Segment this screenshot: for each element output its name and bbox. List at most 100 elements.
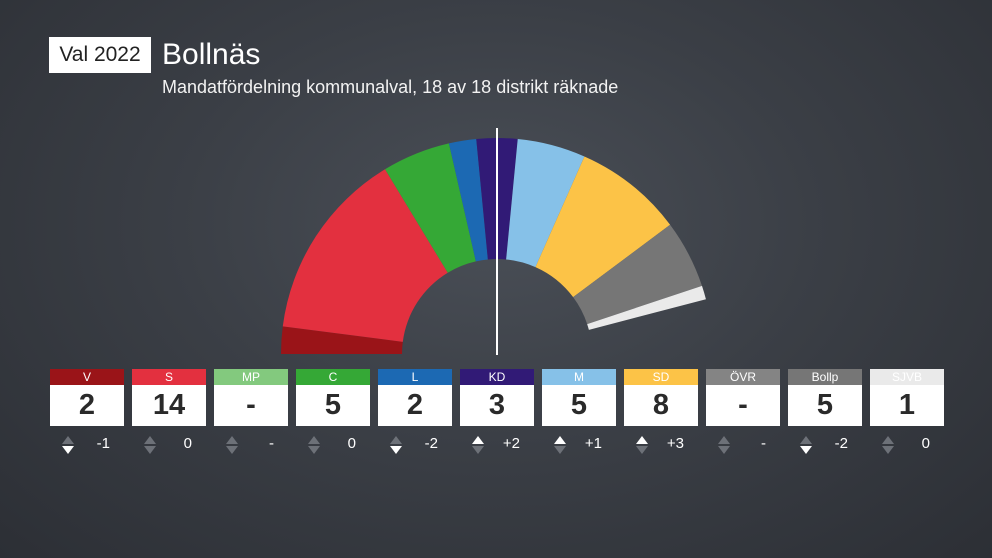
change-arrows-icon [62, 436, 74, 454]
party-change: -2 [788, 432, 862, 456]
party-change: +1 [542, 432, 616, 456]
arrow-down-icon [390, 446, 402, 454]
change-value: +3 [666, 435, 684, 452]
page-title: Bollnäs [162, 38, 261, 71]
change-arrows-icon [718, 436, 730, 454]
change-arrows-icon [144, 436, 156, 454]
arrow-up-icon [144, 436, 156, 444]
change-arrows-icon [308, 436, 320, 454]
change-value: 0 [921, 435, 930, 452]
seat-segment [385, 143, 476, 273]
party-label: SJVB [870, 369, 944, 385]
seat-segment [587, 285, 706, 330]
change-arrows-icon [554, 436, 566, 454]
change-arrows-icon [636, 436, 648, 454]
arrow-up-icon [718, 436, 730, 444]
party-seats: 8 [624, 385, 698, 426]
arrow-up-icon [882, 436, 894, 444]
party-label: MP [214, 369, 288, 385]
arrow-up-icon [226, 436, 238, 444]
party-label: SD [624, 369, 698, 385]
change-value: - [269, 435, 274, 452]
party-label: M [542, 369, 616, 385]
party-seats: 1 [870, 385, 944, 426]
party-result: V 2 -1 [50, 369, 124, 456]
party-results: V 2 -1 S 14 0 MP - - C 5 0 L 2 -2 KD 3 +2 M 5 +1 SD 8 +3 ÖVR - - Bo… [50, 369, 950, 459]
party-seats: 3 [460, 385, 534, 426]
change-value: +1 [584, 435, 602, 452]
party-result: ÖVR - - [706, 369, 780, 456]
party-result: L 2 -2 [378, 369, 452, 456]
party-seats: 14 [132, 385, 206, 426]
party-change: - [214, 432, 288, 456]
party-seats: - [706, 385, 780, 426]
change-value: 0 [183, 435, 192, 452]
arrow-up-icon [554, 436, 566, 444]
party-label: Bollp [788, 369, 862, 385]
party-change: 0 [132, 432, 206, 456]
party-result: SD 8 +3 [624, 369, 698, 456]
arrow-up-icon [390, 436, 402, 444]
arrow-down-icon [636, 446, 648, 454]
arrow-up-icon [62, 436, 74, 444]
page-subtitle: Mandatfördelning kommunalval, 18 av 18 d… [162, 77, 619, 97]
arrow-down-icon [800, 446, 812, 454]
party-label: S [132, 369, 206, 385]
arrow-down-icon [144, 446, 156, 454]
seat-segment [448, 138, 488, 262]
party-change: +2 [460, 432, 534, 456]
change-value: -1 [96, 435, 110, 452]
party-result: KD 3 +2 [460, 369, 534, 456]
party-label: C [296, 369, 370, 385]
election-year-badge: Val 2022 [49, 37, 151, 73]
party-seats: 2 [378, 385, 452, 426]
arrow-down-icon [554, 446, 566, 454]
party-seats: 5 [542, 385, 616, 426]
party-seats: 5 [296, 385, 370, 426]
arrow-down-icon [62, 446, 74, 454]
party-change: - [706, 432, 780, 456]
arrow-up-icon [308, 436, 320, 444]
party-label: ÖVR [706, 369, 780, 385]
party-seats: 2 [50, 385, 124, 426]
change-arrows-icon [472, 436, 484, 454]
party-result: M 5 +1 [542, 369, 616, 456]
party-seats: - [214, 385, 288, 426]
change-value: -2 [424, 435, 438, 452]
party-seats: 5 [788, 385, 862, 426]
change-arrows-icon [390, 436, 402, 454]
change-value: 0 [347, 435, 356, 452]
party-result: SJVB 1 0 [870, 369, 944, 456]
party-change: 0 [296, 432, 370, 456]
party-change: -1 [50, 432, 124, 456]
party-result: Bollp 5 -2 [788, 369, 862, 456]
seat-segment [506, 138, 585, 268]
seat-segment [535, 156, 671, 298]
seat-segment [282, 169, 448, 342]
change-value: - [761, 435, 766, 452]
arrow-down-icon [308, 446, 320, 454]
party-change: +3 [624, 432, 698, 456]
seat-segment [281, 326, 403, 354]
change-arrows-icon [226, 436, 238, 454]
arrow-down-icon [226, 446, 238, 454]
arrow-down-icon [472, 446, 484, 454]
arrow-up-icon [636, 436, 648, 444]
party-label: KD [460, 369, 534, 385]
party-label: L [378, 369, 452, 385]
party-change: -2 [378, 432, 452, 456]
party-result: S 14 0 [132, 369, 206, 456]
change-value: -2 [834, 435, 848, 452]
arrow-up-icon [472, 436, 484, 444]
change-arrows-icon [800, 436, 812, 454]
arrow-down-icon [718, 446, 730, 454]
arrow-up-icon [800, 436, 812, 444]
change-value: +2 [502, 435, 520, 452]
party-change: 0 [870, 432, 944, 456]
change-arrows-icon [882, 436, 894, 454]
party-result: MP - - [214, 369, 288, 456]
arrow-down-icon [882, 446, 894, 454]
party-label: V [50, 369, 124, 385]
